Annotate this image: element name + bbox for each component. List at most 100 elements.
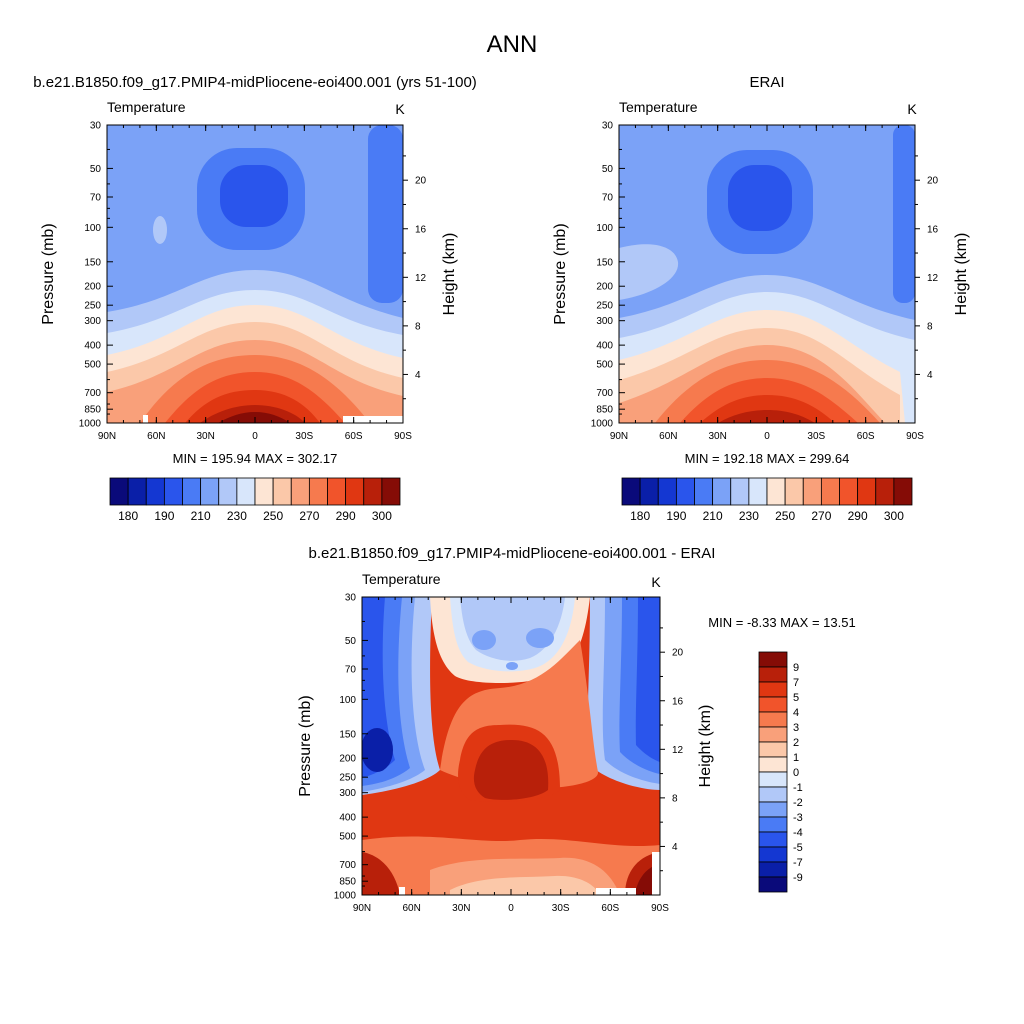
x-tick-label: 30S — [807, 431, 825, 442]
y-tick-label: 500 — [596, 360, 613, 371]
units-label: K — [395, 101, 405, 117]
colorbar-cell — [363, 477, 383, 506]
y2-tick-label: 16 — [927, 224, 939, 235]
colorbar-label: 3 — [793, 722, 799, 734]
y-tick-label: 30 — [90, 121, 102, 132]
colorbar-label: -4 — [793, 827, 803, 839]
panel-title: b.e21.B1850.f09_g17.PMIP4-midPliocene-eo… — [33, 74, 477, 91]
x-tick-label: 90S — [906, 431, 924, 442]
y-tick-label: 700 — [596, 388, 613, 399]
x-tick-label: 30S — [295, 431, 313, 442]
colorbar-label: 270 — [299, 509, 319, 523]
colorbar-label: 250 — [263, 509, 283, 523]
colorbar-label: 210 — [703, 509, 723, 523]
colorbar-label: -7 — [793, 857, 803, 869]
colorbar-cell — [200, 477, 220, 506]
colorbar-label: -5 — [793, 842, 803, 854]
colorbar-cell — [308, 477, 328, 506]
y2-tick-label: 8 — [415, 321, 421, 332]
x-tick-label: 60S — [345, 431, 363, 442]
y2-tick-label: 20 — [927, 176, 939, 187]
colorbar-label: -1 — [793, 782, 803, 794]
x-tick-label: 0 — [508, 903, 514, 914]
colorbar-cell — [272, 477, 292, 506]
colorbar-cell — [327, 477, 347, 506]
y-tick-label: 250 — [84, 301, 101, 312]
y2-tick-label: 20 — [415, 176, 427, 187]
y-tick-label: 1000 — [79, 419, 102, 430]
x-tick-label: 60N — [402, 903, 420, 914]
y2-tick-label: 12 — [927, 273, 939, 284]
y-tick-label: 400 — [84, 341, 101, 352]
panel-title: b.e21.B1850.f09_g17.PMIP4-midPliocene-eo… — [309, 545, 716, 562]
y2-axis-title: Height (km) — [953, 233, 970, 316]
figure-title: ANN — [487, 31, 538, 58]
y-tick-label: 200 — [339, 754, 356, 765]
variable-label: Temperature — [619, 99, 698, 115]
colorbar-cell — [758, 846, 788, 863]
contour-field — [107, 125, 403, 423]
contour-field — [362, 597, 660, 895]
y-tick-label: 400 — [339, 813, 356, 824]
y-tick-label: 700 — [84, 388, 101, 399]
colorbar-cell — [758, 666, 788, 683]
colorbar-cell — [109, 477, 129, 506]
x-tick-label: 90N — [353, 903, 371, 914]
stats-text: MIN = 192.18 MAX = 299.64 — [685, 451, 850, 466]
y2-tick-label: 12 — [415, 273, 427, 284]
colorbar-label: 290 — [336, 509, 356, 523]
y-tick-label: 1000 — [591, 419, 614, 430]
x-tick-label: 90S — [651, 903, 669, 914]
y2-tick-label: 20 — [672, 648, 684, 659]
colorbar-label: -9 — [793, 872, 803, 884]
colorbar-label: 4 — [793, 707, 799, 719]
colorbar-label: 210 — [191, 509, 211, 523]
y2-tick-label: 16 — [672, 696, 684, 707]
colorbar-cell — [675, 477, 695, 506]
x-tick-label: 0 — [252, 431, 258, 442]
y-tick-label: 100 — [339, 695, 356, 706]
colorbar-cell — [758, 681, 788, 698]
stats-text: MIN = -8.33 MAX = 13.51 — [708, 615, 855, 630]
colorbar: 180 190 210 230 250 270 290 300 — [109, 477, 401, 523]
variable-label: Temperature — [362, 571, 441, 587]
colorbar-label: 9 — [793, 662, 799, 674]
colorbar-cell — [758, 771, 788, 788]
colorbar-cell — [758, 741, 788, 758]
colorbar-cell — [758, 711, 788, 728]
colorbar-cell — [712, 477, 732, 506]
panel-erai-temperature: ERAI Temperature K 305070100150200250300… — [552, 74, 970, 523]
y2-tick-label: 16 — [415, 224, 427, 235]
y2-axis-title: Height (km) — [441, 233, 458, 316]
colorbar-cell — [758, 651, 788, 668]
colorbar-cell — [758, 801, 788, 818]
y-tick-label: 300 — [84, 316, 101, 327]
colorbar-cell — [694, 477, 714, 506]
y2-tick-label: 4 — [672, 842, 678, 853]
colorbar-label: 1 — [793, 752, 799, 764]
y-tick-label: 400 — [596, 341, 613, 352]
colorbar-cell — [766, 477, 786, 506]
y-tick-label: 850 — [596, 405, 613, 416]
colorbar-cell — [218, 477, 238, 506]
colorbar-cell — [758, 786, 788, 803]
y2-tick-label: 4 — [927, 370, 933, 381]
axis-ticks: 30 50 70 100 150 200 250 300 400 500 700 850 1000 20 1… — [591, 121, 939, 443]
y2-tick-label: 12 — [672, 745, 684, 756]
colorbar-cell — [345, 477, 365, 506]
colorbar-label: 290 — [848, 509, 868, 523]
y-tick-label: 100 — [84, 223, 101, 234]
colorbar-label: 250 — [775, 509, 795, 523]
colorbar: 9 7 5 4 3 2 1 0 -1 -2 -3 -4 -5 -7 -9 — [758, 651, 803, 893]
y-tick-label: 150 — [339, 729, 356, 740]
axis-ticks: 30 50 70 100 150 200 250 300 400 500 700 850 1000 20 1… — [79, 121, 427, 443]
colorbar-label: 190 — [666, 509, 686, 523]
y-tick-label: 30 — [345, 593, 357, 604]
x-tick-label: 90N — [610, 431, 628, 442]
y2-tick-label: 8 — [927, 321, 933, 332]
y-tick-label: 70 — [602, 193, 614, 204]
colorbar-label: 180 — [118, 509, 138, 523]
colorbar-label: 5 — [793, 692, 799, 704]
y-tick-label: 150 — [596, 257, 613, 268]
units-label: K — [651, 574, 661, 590]
